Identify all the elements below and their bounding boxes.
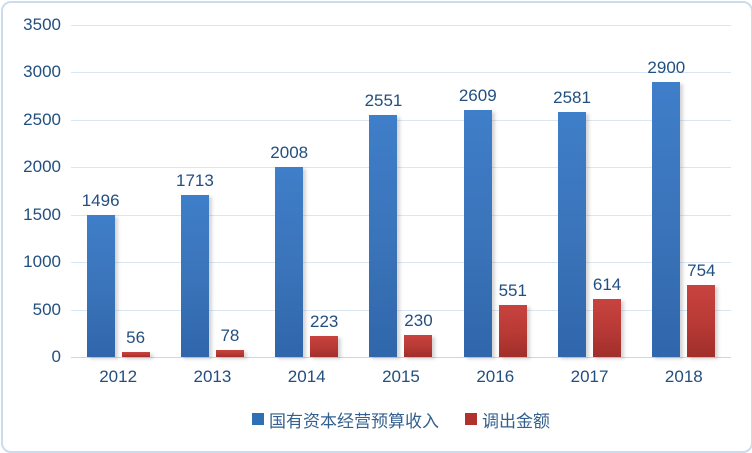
legend: 国有资本经营预算收入 调出金额 xyxy=(71,407,731,431)
bar-transfer-out-2018 xyxy=(687,285,716,357)
legend-label-transfer-out: 调出金额 xyxy=(482,411,550,431)
gridline-2500 xyxy=(71,119,731,121)
value-label-budget-revenue-2018: 2900 xyxy=(647,57,686,77)
gridline-1000 xyxy=(71,262,731,264)
y-tick-label-1000: 1000 xyxy=(23,252,61,272)
gridline-0 xyxy=(71,357,731,358)
x-axis: 2012 2013 2014 2015 2016 2017 2018 xyxy=(71,367,731,387)
y-tick-label-1500: 1500 xyxy=(23,204,61,224)
bar-column-transfer-out-2018: 754 xyxy=(687,262,716,357)
y-axis: 0 500 1000 1500 2000 2500 3000 3500 xyxy=(13,15,61,366)
bar-transfer-out-2015 xyxy=(404,335,433,357)
y-tick-label-3500: 3500 xyxy=(23,15,61,34)
bar-column-transfer-out-2014: 223 xyxy=(310,312,339,357)
value-label-transfer-out-2016: 551 xyxy=(498,280,527,300)
bar-budget-revenue-2015 xyxy=(369,115,398,357)
value-label-transfer-out-2018: 754 xyxy=(687,261,716,281)
gridline-500 xyxy=(71,309,731,311)
bar-budget-revenue-2012 xyxy=(86,215,115,357)
gridline-1500 xyxy=(71,214,731,216)
value-label-transfer-out-2012: 56 xyxy=(126,327,146,347)
bar-column-budget-revenue-2015: 2551 xyxy=(365,92,402,357)
legend-swatch-transfer-out xyxy=(465,413,477,425)
gridline-3000 xyxy=(71,72,731,74)
value-label-budget-revenue-2013: 1713 xyxy=(176,170,214,190)
bar-groups: 1496 56 1713 78 2008 223 2551 230 2609 551 2581 614… xyxy=(71,25,731,357)
bar-transfer-out-2012 xyxy=(121,351,150,357)
bar-column-budget-revenue-2012: 1496 xyxy=(82,192,120,357)
legend-swatch-budget-revenue xyxy=(252,413,264,425)
legend-item-budget-revenue: 国有资本经营预算收入 xyxy=(252,407,439,432)
bar-group-2016: 2609 551 xyxy=(448,25,542,357)
x-label-2012: 2012 xyxy=(99,367,138,386)
bar-column-transfer-out-2012: 56 xyxy=(121,328,150,357)
bar-column-budget-revenue-2016: 2609 xyxy=(459,86,497,357)
bar-group-2018: 2900 754 xyxy=(637,25,731,357)
gridline-2000 xyxy=(71,167,731,169)
bar-budget-revenue-2018 xyxy=(652,81,681,357)
x-label-2016: 2016 xyxy=(476,367,515,386)
value-label-budget-revenue-2017: 2581 xyxy=(553,88,591,108)
value-label-transfer-out-2015: 230 xyxy=(404,311,433,331)
bar-transfer-out-2013 xyxy=(215,349,244,357)
x-label-2014: 2014 xyxy=(287,367,326,386)
value-label-transfer-out-2017: 614 xyxy=(592,274,622,294)
y-tick-label-2000: 2000 xyxy=(23,157,61,177)
plot-area xyxy=(71,25,731,358)
value-label-budget-revenue-2012: 1496 xyxy=(81,191,120,211)
bar-budget-revenue-2017 xyxy=(558,112,587,357)
value-label-budget-revenue-2014: 2008 xyxy=(270,142,309,162)
bar-group-2012: 1496 56 xyxy=(71,25,165,357)
bar-column-budget-revenue-2013: 1713 xyxy=(176,171,214,357)
y-tick-label-3000: 3000 xyxy=(23,62,61,82)
bar-transfer-out-2017 xyxy=(593,298,622,357)
value-label-budget-revenue-2016: 2609 xyxy=(458,85,497,105)
x-label-2018: 2018 xyxy=(664,367,703,386)
value-label-transfer-out-2014: 223 xyxy=(310,311,339,331)
bar-column-budget-revenue-2014: 2008 xyxy=(270,143,308,357)
y-tick-label-500: 500 xyxy=(32,299,61,319)
value-label-transfer-out-2013: 78 xyxy=(220,325,240,345)
value-label-budget-revenue-2015: 2551 xyxy=(364,91,403,111)
bar-column-transfer-out-2015: 230 xyxy=(404,312,433,357)
bar-transfer-out-2016 xyxy=(498,304,527,357)
bar-column-transfer-out-2016: 551 xyxy=(498,281,527,357)
bar-budget-revenue-2014 xyxy=(275,166,304,357)
gridline-3500 xyxy=(71,25,731,26)
bar-column-transfer-out-2013: 78 xyxy=(215,326,244,357)
bar-budget-revenue-2016 xyxy=(463,109,492,357)
bar-group-2014: 2008 223 xyxy=(260,25,354,357)
bar-group-2015: 2551 230 xyxy=(354,25,448,357)
legend-label-budget-revenue: 国有资本经营预算收入 xyxy=(269,411,439,431)
bar-group-2017: 2581 614 xyxy=(542,25,636,357)
bar-column-transfer-out-2017: 614 xyxy=(593,275,622,357)
y-tick-label-2500: 2500 xyxy=(23,109,61,129)
x-label-2013: 2013 xyxy=(193,367,232,386)
bar-column-budget-revenue-2017: 2581 xyxy=(553,89,591,357)
legend-item-transfer-out: 调出金额 xyxy=(465,407,550,432)
bar-budget-revenue-2013 xyxy=(180,194,209,357)
bar-group-2013: 1713 78 xyxy=(165,25,259,357)
bar-column-budget-revenue-2018: 2900 xyxy=(647,58,685,357)
x-label-2015: 2015 xyxy=(382,367,420,386)
bar-transfer-out-2014 xyxy=(310,335,339,357)
y-tick-label-0: 0 xyxy=(51,347,61,366)
x-label-2017: 2017 xyxy=(570,367,609,386)
